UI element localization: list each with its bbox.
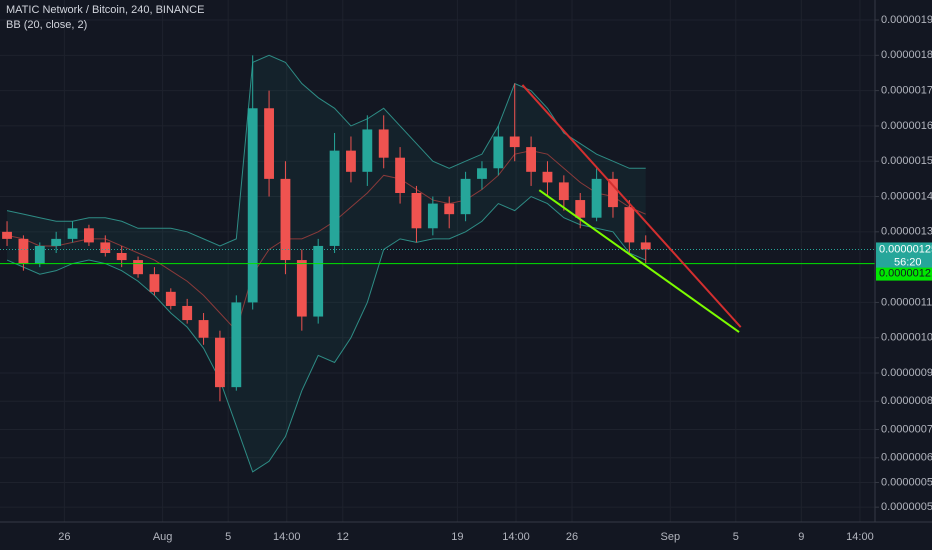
- indicator-label: BB (20, close, 2): [6, 19, 87, 31]
- candle-body: [591, 178, 602, 218]
- candle-body: [542, 171, 553, 183]
- x-tick-label: 26: [566, 531, 578, 543]
- candle-body: [624, 207, 635, 243]
- y-tick-label: 0.00000082: [881, 395, 932, 407]
- candle-body: [640, 242, 651, 250]
- candle-body: [280, 178, 291, 261]
- candle-body: [247, 108, 258, 303]
- candle-body: [296, 260, 307, 317]
- candle-body: [444, 203, 455, 215]
- candle-body: [18, 238, 29, 264]
- band-lower: [6, 195, 646, 473]
- y-tick-label: 0.00000066: [881, 452, 932, 464]
- candle-body: [51, 238, 62, 246]
- x-tick-label: 5: [733, 531, 739, 543]
- candle-body: [165, 291, 176, 306]
- candle-body: [67, 228, 78, 239]
- candle-body: [477, 168, 487, 179]
- x-tick-label: Sep: [661, 531, 681, 543]
- trend-line: [521, 84, 742, 328]
- candle-body: [231, 302, 242, 388]
- candle-body: [116, 253, 127, 261]
- y-tick-label: 0.00000059: [881, 476, 932, 488]
- candle-body: [84, 228, 94, 243]
- candle-body: [558, 182, 569, 201]
- x-tick-label: 5: [225, 531, 231, 543]
- candle-body: [100, 242, 111, 254]
- candle-body: [395, 157, 405, 193]
- candle-body: [215, 337, 225, 388]
- current-price-label: 0.00000125: [879, 243, 932, 255]
- candle-body: [575, 200, 586, 218]
- candle-body: [2, 231, 12, 239]
- candle-body: [526, 147, 537, 172]
- candle-body: [608, 178, 618, 208]
- chart-title: MATIC Network / Bitcoin, 240, BINANCE: [6, 4, 204, 16]
- candle-body: [198, 320, 209, 338]
- candle-body: [362, 129, 373, 172]
- hline-box: [876, 267, 932, 281]
- plot: [0, 54, 875, 473]
- x-tick-label: Aug: [153, 531, 173, 543]
- trend-line: [538, 189, 740, 333]
- x-tick-label: 14:00: [273, 531, 301, 543]
- band-basis: [6, 150, 646, 332]
- grid: [0, 0, 875, 522]
- candle-body: [34, 245, 45, 264]
- candle-body: [346, 150, 356, 172]
- candle-body: [313, 245, 324, 317]
- candle-body: [460, 178, 471, 215]
- candle-body: [264, 108, 274, 179]
- x-tick-label: 26: [58, 531, 70, 543]
- band-upper: [6, 54, 646, 247]
- candle-body: [427, 203, 438, 229]
- candle-body: [509, 136, 520, 148]
- candle-body: [149, 274, 160, 292]
- x-tick-label: 12: [337, 531, 349, 543]
- x-tick-label: 9: [798, 531, 804, 543]
- countdown-label: 56:20: [894, 256, 922, 268]
- hline-label: 0.00000121: [879, 268, 932, 280]
- candle-body: [329, 150, 340, 246]
- candle-body: [182, 305, 193, 321]
- x-tick-label: 19: [451, 531, 463, 543]
- x-tick-label: 14:00: [846, 531, 874, 543]
- candle-body: [411, 192, 422, 229]
- y-tick-label: 0.00000074: [881, 423, 932, 435]
- x-tick-label: 14:00: [502, 531, 530, 543]
- current-price-box: [876, 242, 932, 269]
- candle-body: [493, 136, 504, 169]
- candle-body: [133, 260, 143, 275]
- candle-body: [378, 129, 389, 158]
